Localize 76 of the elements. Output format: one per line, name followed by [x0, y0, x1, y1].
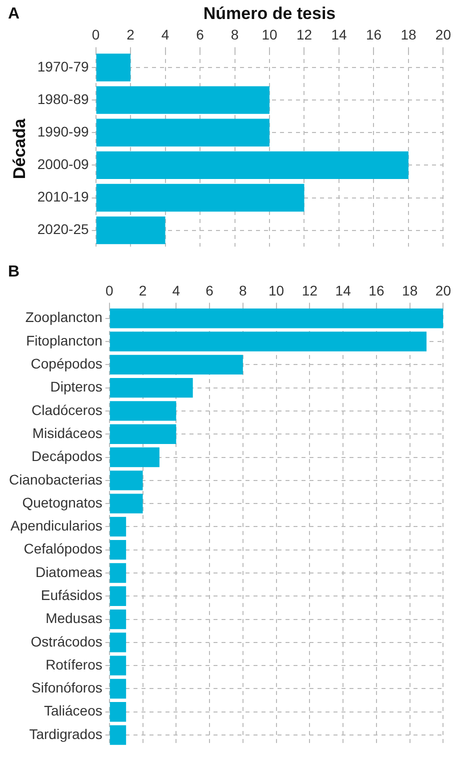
bar: [110, 540, 126, 560]
y-tick-label: 1980-89: [37, 90, 89, 107]
x-tick-label: 12: [302, 282, 318, 298]
text: A: [8, 5, 20, 22]
x-tick-label: 2: [138, 282, 147, 298]
bar: [96, 184, 304, 212]
y-tick-label: 2000-09: [37, 156, 89, 172]
bar: [110, 447, 160, 468]
bar: [110, 424, 176, 444]
bar: [96, 118, 270, 146]
y-tick-label: 2010-19: [37, 188, 89, 205]
bar: [110, 494, 143, 514]
y-tick-label: Apendicularios: [10, 518, 102, 534]
bar: [96, 54, 131, 82]
bar: [110, 401, 176, 421]
bar: [110, 609, 126, 630]
y-tick-label: 1970-79: [37, 58, 89, 74]
x-tick-label: 14: [335, 282, 352, 298]
x-tick-label: 6: [196, 26, 204, 43]
x-tick-label: 8: [230, 26, 239, 43]
y-tick-label: Copépodos: [30, 356, 102, 372]
y-tick-label: Diatomeas: [35, 564, 102, 580]
y-tick-label: Cladóceros: [32, 402, 102, 418]
bar: [110, 632, 126, 652]
x-tick-label: 12: [296, 26, 312, 43]
y-tick-label: Decápodos: [32, 448, 102, 464]
y-tick-label: Sifonóforos: [32, 680, 102, 696]
bar: [110, 470, 143, 490]
x-tick-label: 6: [206, 282, 214, 298]
x-tick-label: 4: [172, 282, 180, 298]
y-tick-label: Cefalópodos: [24, 540, 102, 557]
x-tick-label: 4: [161, 26, 170, 43]
x-tick-label: 2: [126, 26, 135, 43]
y-tick-label: Ostrácodos: [30, 633, 102, 650]
bar: [110, 656, 126, 676]
x-tick-label: 10: [268, 282, 284, 298]
y-tick-label: Rotíferos: [46, 656, 102, 672]
y-tick-label: Eufásidos: [40, 587, 102, 603]
x-tick-label: 0: [105, 282, 114, 298]
bar: [110, 563, 126, 583]
y-tick-label: Fitoplancton: [26, 332, 102, 348]
y-tick-label: 2020-25: [37, 221, 89, 238]
y-tick-label: Taliáceos: [44, 702, 102, 719]
x-tick-label: 20: [435, 26, 452, 43]
bar: [110, 378, 193, 398]
bar: [110, 516, 126, 537]
y-axis-title: Década: [10, 118, 29, 180]
x-tick-label: 16: [368, 282, 384, 298]
x-tick-label: 0: [92, 26, 100, 43]
bar: [110, 308, 444, 328]
x-tick-label: 18: [400, 26, 416, 43]
bar: [110, 702, 126, 722]
x-tick-label: 18: [402, 282, 418, 298]
y-tick-label: Tardigrados: [29, 726, 102, 742]
x-tick-label: 10: [262, 26, 278, 43]
bar: [96, 86, 270, 114]
x-tick-label: 8: [239, 282, 248, 298]
x-tick-label: 16: [366, 26, 382, 43]
bar: [110, 725, 126, 745]
y-tick-label: Zooplancton: [25, 309, 102, 326]
bar: [110, 354, 243, 375]
y-tick-label: Medusas: [46, 610, 102, 626]
y-tick-label: Misidáceos: [32, 424, 102, 441]
bar: [96, 216, 166, 244]
x-axis-title: Número de tesis: [203, 4, 336, 23]
bar: [110, 332, 427, 352]
y-tick-label: 1990-99: [37, 123, 89, 140]
y-tick-label: Dipteros: [50, 378, 102, 395]
bar: [96, 151, 408, 180]
x-tick-label: 14: [331, 26, 347, 43]
bar: [110, 586, 126, 606]
y-tick-label: Quetognatos: [22, 494, 102, 510]
x-tick-label: 20: [435, 282, 452, 298]
text: B: [8, 263, 20, 280]
y-tick-label: Cianobacterias: [8, 471, 102, 488]
bar: [110, 678, 126, 699]
